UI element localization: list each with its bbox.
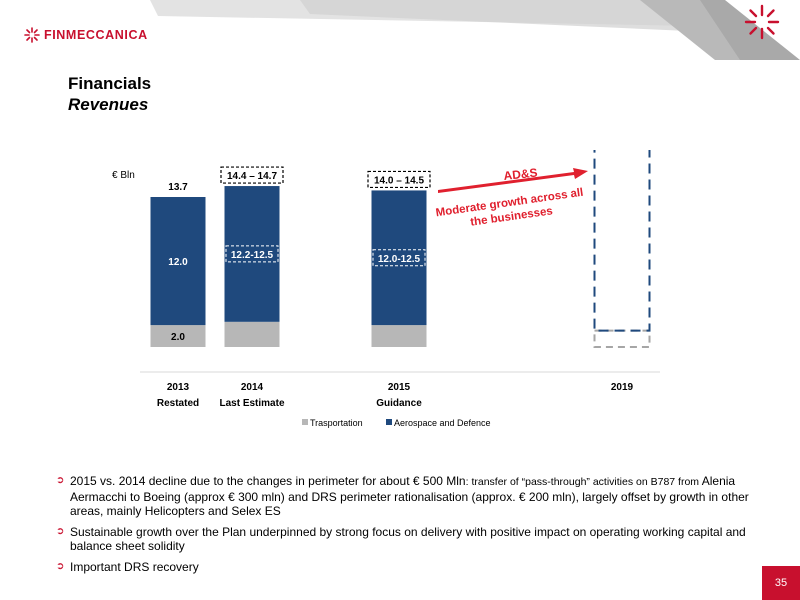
company-name: FINMECCANICA: [44, 28, 148, 42]
total-label: 14.4 – 14.7: [227, 171, 277, 182]
transportation-value-label: 2.0: [171, 332, 185, 343]
x-tick-label: 2014: [241, 382, 264, 393]
x-tick-label: 2015: [388, 382, 411, 393]
growth-arrow-icon: [438, 168, 588, 193]
aerospace-value-label: 12.0: [168, 257, 188, 268]
total-label: 13.7: [168, 182, 188, 193]
chart-legend: Trasportation Aerospace and Defence: [302, 418, 491, 428]
aerospace-value-label: 12.2-12.5: [231, 250, 274, 261]
x-tick-sublabel: Guidance: [376, 398, 422, 409]
growth-annotation: AD&S Moderate growth across all the busi…: [435, 166, 588, 229]
slide-subtitle: Revenues: [68, 95, 149, 114]
legend-entry: Aerospace and Defence: [394, 418, 491, 428]
unit-label: € Bln: [112, 170, 135, 181]
total-label: 14.0 – 14.5: [374, 175, 424, 186]
bar-aerospace: [371, 190, 427, 326]
legend-entry: Trasportation: [310, 418, 363, 428]
bullet-list: ➲ 2015 vs. 2014 decline due to the change…: [56, 474, 776, 580]
finmeccanica-star-icon: [24, 27, 40, 43]
corner-emblem-icon: [744, 4, 780, 40]
bar-transportation: [224, 321, 280, 347]
bar-aerospace: [224, 186, 280, 322]
bar-aerospace: [150, 197, 206, 326]
x-tick-label: 2013: [167, 382, 190, 393]
legend-swatch: [302, 419, 308, 425]
x-tick-label: 2019: [611, 382, 634, 393]
aerospace-value-label: 12.0-12.5: [378, 254, 421, 265]
x-tick-sublabel: Restated: [157, 398, 199, 409]
bullet-item: ➲ 2015 vs. 2014 decline due to the change…: [56, 474, 749, 518]
revenues-chart: € Bln 13.7 12.0 2.0 14.4 – 14.7 12.2-12.5 14.…: [112, 150, 660, 428]
bar-2019-aerospace-projection: [593, 150, 651, 332]
bullet-item: ➲ Important DRS recovery: [56, 559, 199, 574]
legend-swatch: [386, 419, 392, 425]
bullet-arrow-icon: ➲: [56, 475, 65, 486]
bar-transportation: [150, 325, 206, 347]
bullet-arrow-icon: ➲: [56, 525, 65, 537]
bullet-item: ➲ Sustainable growth over the Plan underp…: [56, 524, 746, 554]
slide-title: Financials: [68, 74, 152, 93]
x-tick-sublabel: Last Estimate: [219, 398, 284, 409]
bar-transportation: [371, 325, 427, 347]
page-number: 35: [762, 566, 800, 600]
company-logo: FINMECCANICA: [24, 27, 148, 43]
total-range-box: [220, 166, 284, 184]
bullet-arrow-icon: ➲: [56, 560, 65, 572]
bar-2019-transportation-projection: [593, 329, 651, 349]
annotation-heading: AD&S: [503, 166, 538, 183]
total-range-box: [367, 170, 431, 189]
